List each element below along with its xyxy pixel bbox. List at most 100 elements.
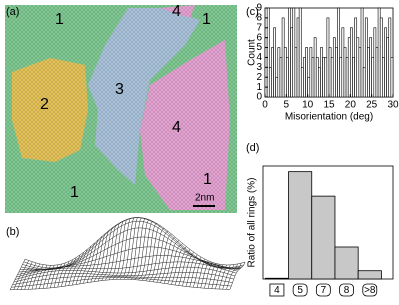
bar (286, 57, 289, 98)
x-tick-label: 0 (262, 100, 268, 111)
mesh-line (156, 233, 172, 283)
bar (330, 57, 334, 98)
bar (324, 57, 328, 98)
mesh-line (193, 259, 209, 288)
bar (347, 37, 351, 98)
bar (364, 17, 368, 98)
mesh-line (20, 262, 37, 290)
grain-label: 4 (172, 3, 181, 20)
mesh-line (171, 246, 187, 285)
mesh-line (64, 254, 81, 287)
bar (320, 47, 323, 98)
mesh-line (86, 236, 103, 283)
bar (356, 37, 360, 98)
grain-label: 1 (203, 171, 212, 188)
bar (305, 47, 308, 98)
bar (275, 76, 279, 98)
panel-label: (d) (246, 142, 259, 154)
category-box (292, 283, 308, 297)
mesh-line (24, 263, 40, 290)
mesh-line (101, 224, 117, 281)
mesh-line (196, 261, 213, 288)
bar (339, 57, 343, 98)
bar (311, 195, 336, 280)
mesh-line (28, 264, 44, 290)
mesh-line (229, 262, 246, 290)
bar (311, 57, 315, 98)
mesh-line (17, 261, 33, 290)
bar (360, 7, 364, 98)
bar (296, 17, 300, 98)
mesh-line (61, 257, 77, 287)
mesh-line (75, 246, 92, 285)
mesh-line (145, 225, 161, 281)
bar (388, 17, 392, 98)
x-tick-label: 10 (302, 100, 314, 111)
grain-label: 1 (55, 11, 64, 28)
bar (328, 47, 332, 98)
bar (264, 277, 289, 280)
bar (350, 27, 353, 98)
mesh-line (185, 256, 202, 287)
bar (303, 57, 306, 98)
y-tick-label: 1 (256, 82, 262, 93)
bar (290, 27, 294, 98)
bar (337, 7, 340, 98)
y-tick-label: 3 (256, 62, 262, 73)
y-axis-label: Ratio of all rings (%) (247, 177, 258, 267)
x-tick-label: 15 (323, 100, 335, 111)
bar (268, 67, 272, 98)
mesh-line (68, 252, 84, 286)
bar (362, 67, 366, 98)
bar (288, 171, 313, 280)
mesh-line (57, 259, 73, 288)
category-box (362, 283, 378, 297)
mesh-line (105, 222, 121, 281)
mesh-line (127, 217, 143, 280)
bar (379, 17, 383, 98)
x-tick-label: 20 (345, 100, 357, 111)
mesh-line (42, 264, 59, 289)
mesh-line (160, 237, 176, 283)
bar (371, 57, 375, 98)
x-tick-label: 5 (297, 285, 303, 296)
bar (294, 47, 298, 98)
bar (377, 7, 381, 98)
category-box (315, 283, 331, 297)
bar (357, 270, 382, 280)
y-tick-label: 8 (256, 13, 262, 24)
mesh-line (35, 265, 51, 290)
y-axis-label: Count (247, 39, 258, 66)
mesh-line (163, 240, 180, 284)
x-tick-label: 30 (387, 100, 399, 111)
bar (309, 47, 313, 98)
mesh-line (134, 219, 150, 280)
bar (322, 57, 326, 98)
bar (352, 57, 355, 98)
mesh-line (50, 262, 66, 288)
bar (277, 47, 281, 98)
mesh-line (94, 229, 110, 282)
bar (375, 47, 379, 98)
bar (354, 17, 358, 98)
mesh-line (138, 221, 154, 281)
bar (283, 47, 287, 98)
y-tick-label: 4 (256, 52, 262, 63)
mesh-line (130, 218, 147, 280)
mesh-line (123, 217, 139, 280)
bar (384, 27, 387, 98)
mesh-line (152, 231, 169, 282)
mesh-line (211, 264, 227, 289)
mesh-line (174, 249, 191, 286)
mesh-line (53, 261, 70, 288)
bar (292, 7, 296, 98)
mesh-line (226, 263, 242, 290)
mesh-line (204, 263, 220, 289)
bar (300, 67, 304, 98)
grain-label: 1 (202, 11, 211, 28)
bar (332, 37, 336, 98)
x-tick-label: 8 (344, 285, 350, 296)
y-tick-label: 0 (256, 92, 262, 103)
mesh-line (207, 264, 224, 289)
